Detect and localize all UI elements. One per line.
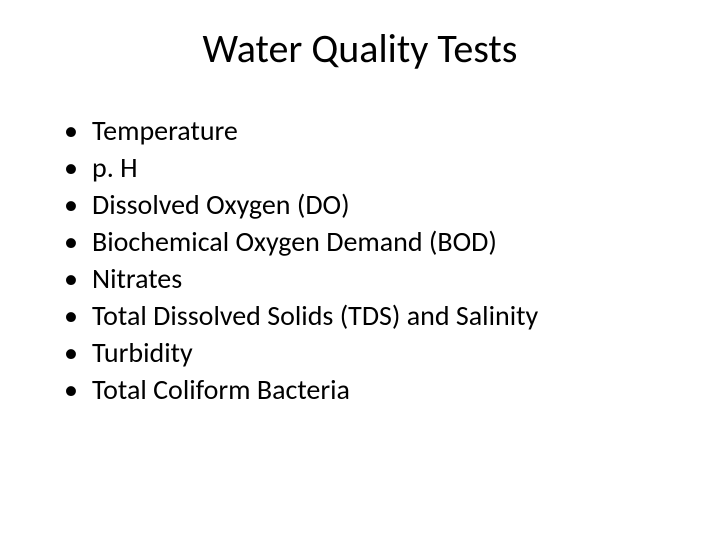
list-item: Dissolved Oxygen (DO)	[64, 187, 680, 222]
list-item: Total Dissolved Solids (TDS) and Salinit…	[64, 298, 680, 333]
slide: Water Quality Tests Temperature p. H Dis…	[0, 0, 720, 540]
list-item: Total Coliform Bacteria	[64, 372, 680, 407]
list-item: Temperature	[64, 113, 680, 148]
list-item: p. H	[64, 150, 680, 185]
list-item: Turbidity	[64, 335, 680, 370]
list-item: Nitrates	[64, 261, 680, 296]
bullet-list: Temperature p. H Dissolved Oxygen (DO) B…	[40, 113, 680, 407]
list-item: Biochemical Oxygen Demand (BOD)	[64, 224, 680, 259]
slide-title: Water Quality Tests	[40, 24, 680, 73]
